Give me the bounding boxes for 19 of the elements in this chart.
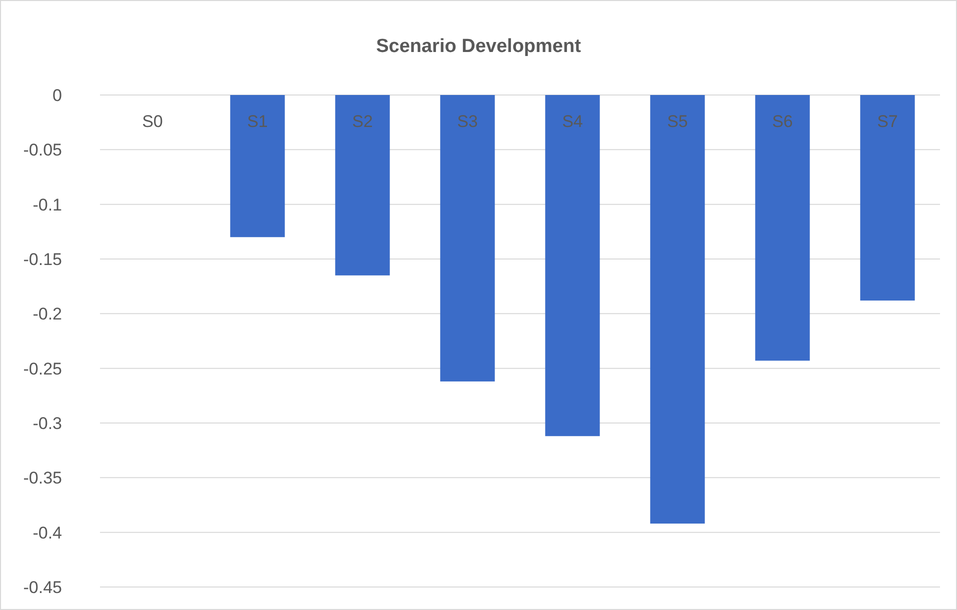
y-tick-label: -0.3 (32, 414, 62, 433)
x-tick-label: S6 (772, 112, 793, 131)
x-tick-label: S3 (457, 112, 478, 131)
x-tick-label: S0 (142, 112, 163, 131)
y-tick-label: -0.1 (32, 195, 62, 214)
x-tick-label: S2 (352, 112, 373, 131)
y-tick-label: -0.35 (23, 468, 62, 488)
chart-title: Scenario Development (376, 36, 582, 57)
y-tick-label: 0 (52, 86, 62, 105)
x-tick-label: S1 (247, 112, 268, 131)
x-tick-label: S5 (667, 112, 688, 131)
x-tick-label: S7 (877, 112, 898, 131)
y-tick-label: -0.25 (23, 359, 62, 378)
y-tick-label: -0.2 (32, 304, 62, 324)
y-tick-label: -0.4 (32, 523, 62, 542)
x-tick-label: S4 (562, 112, 583, 131)
y-tick-label: -0.05 (23, 140, 62, 160)
y-tick-label: -0.45 (23, 578, 62, 597)
y-tick-label: -0.15 (23, 250, 62, 269)
